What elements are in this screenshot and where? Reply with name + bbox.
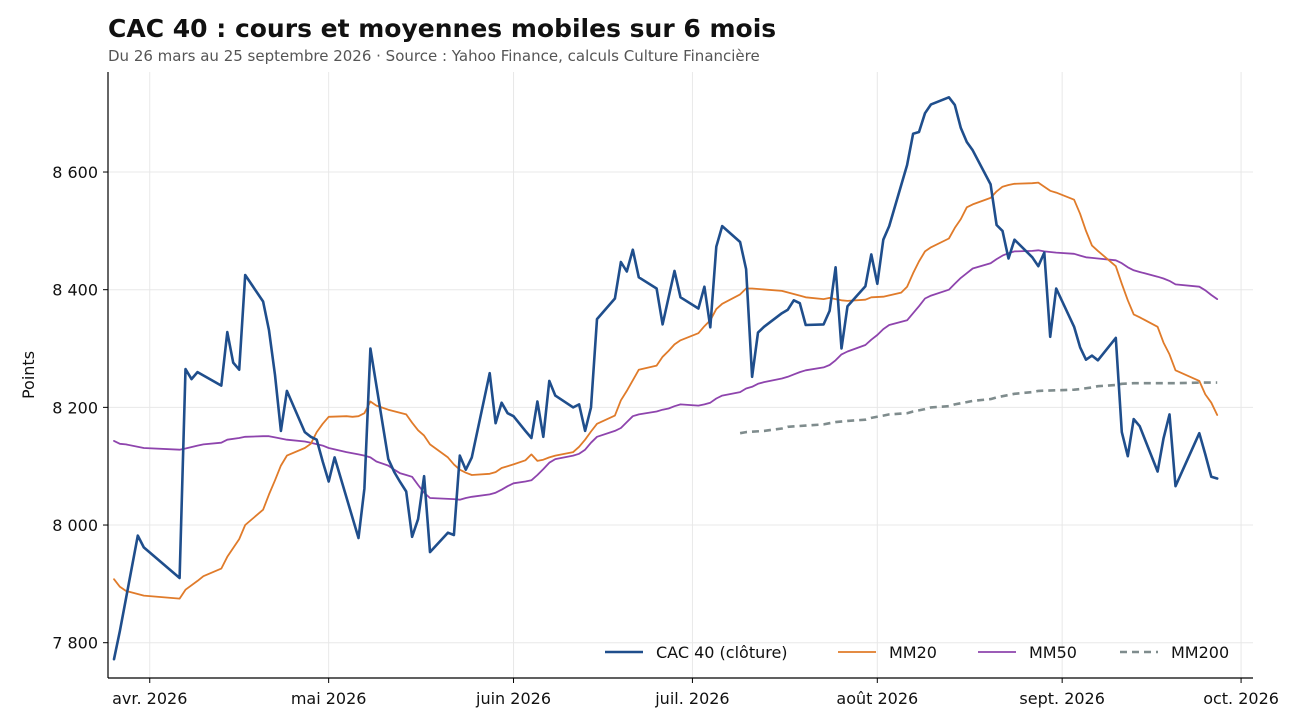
grid-layer <box>108 72 1253 678</box>
ticks-layer: 7 800 8 000 8 200 8 400 8 600 avr. 2026 mai 20… <box>52 163 1279 708</box>
x-tick-label: juil. 2026 <box>654 689 729 708</box>
y-tick-label: 8 400 <box>52 281 98 300</box>
legend-label: MM50 <box>1029 643 1077 662</box>
series-line-mm200 <box>739 381 1218 435</box>
x-tick-label: oct. 2026 <box>1203 689 1279 708</box>
y-tick-label: 7 800 <box>52 634 98 653</box>
legend-label: MM200 <box>1171 643 1229 662</box>
y-tick-label: 8 200 <box>52 398 98 417</box>
x-tick-label: août 2026 <box>836 689 918 708</box>
x-tick-label: sept. 2026 <box>1019 689 1105 708</box>
chart-subtitle: Du 26 mars au 25 septembre 2026 · Source… <box>108 47 760 65</box>
series-layer <box>112 96 1219 661</box>
x-tick-label: juin 2026 <box>475 689 551 708</box>
legend-label: CAC 40 (clôture) <box>656 643 788 662</box>
series-line-mm50 <box>113 249 1219 501</box>
legend: CAC 40 (clôture) MM20 MM50 MM200 <box>605 643 1229 662</box>
y-tick-label: 8 000 <box>52 516 98 535</box>
x-tick-label: mai 2026 <box>291 689 367 708</box>
x-tick-label: avr. 2026 <box>112 689 187 708</box>
y-axis-label: Points <box>19 351 38 399</box>
chart-title: CAC 40 : cours et moyennes mobiles sur 6… <box>108 14 777 43</box>
series-line-mm20 <box>113 181 1219 600</box>
y-tick-label: 8 600 <box>52 163 98 182</box>
legend-label: MM20 <box>889 643 937 662</box>
series-line-cac-40-cl-ture <box>112 96 1219 661</box>
axes-layer <box>107 72 1253 679</box>
